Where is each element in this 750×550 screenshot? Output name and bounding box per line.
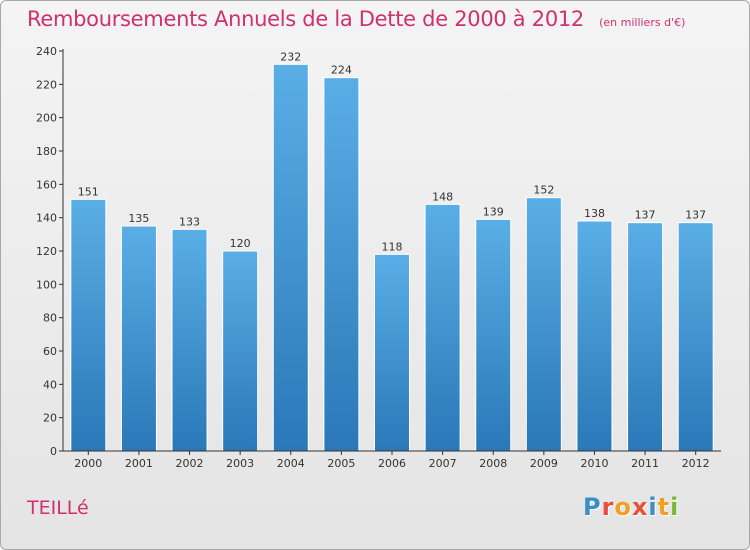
y-tick-label-20: 20 xyxy=(43,412,57,425)
x-tick-label-2003: 2003 xyxy=(226,457,254,470)
value-label-2005: 224 xyxy=(331,64,352,77)
bar-2010 xyxy=(576,220,613,452)
commune-name: TEILLé xyxy=(27,497,89,519)
bar-2001 xyxy=(120,225,157,452)
logo-letter-0: P xyxy=(583,493,602,521)
bar-2009 xyxy=(525,197,562,452)
y-tick-label-180: 180 xyxy=(36,145,57,158)
x-tick-label-2012: 2012 xyxy=(682,457,710,470)
x-tick-label-2011: 2011 xyxy=(631,457,659,470)
chart-subtitle: (en milliers d'€) xyxy=(599,16,686,29)
logo-letter-4: i xyxy=(648,493,658,521)
bars-layer: 151 135 133 120 232 224 118 148 139 152 138 137 137 xyxy=(70,50,714,452)
bar-2005 xyxy=(323,77,360,452)
value-label-2001: 135 xyxy=(128,212,149,225)
y-tick-label-60: 60 xyxy=(43,345,57,358)
chart-title: Remboursements Annuels de la Dette de 20… xyxy=(27,7,584,31)
y-tick-label-40: 40 xyxy=(43,378,57,391)
bar-2012 xyxy=(677,222,714,452)
bar-2004 xyxy=(272,63,309,452)
axis-layer: 2000 2001 2002 2003 2004 2005 2006 2007 2008 2009… xyxy=(36,45,721,470)
y-tick-label-120: 120 xyxy=(36,245,57,258)
x-tick-label-2006: 2006 xyxy=(378,457,406,470)
value-label-2007: 148 xyxy=(432,190,453,203)
title-row: Remboursements Annuels de la Dette de 20… xyxy=(27,7,685,31)
value-label-2003: 120 xyxy=(230,237,251,250)
proxiti-logo[interactable]: Proxiti xyxy=(583,493,679,521)
logo-letter-2: o xyxy=(614,493,632,521)
x-tick-label-2010: 2010 xyxy=(580,457,608,470)
value-label-2006: 118 xyxy=(382,240,403,253)
bar-2000 xyxy=(70,198,107,452)
y-tick-label-240: 240 xyxy=(36,45,57,58)
logo-letter-1: r xyxy=(601,493,615,521)
logo-letter-3: x xyxy=(631,493,649,521)
y-tick-label-0: 0 xyxy=(50,445,57,458)
value-label-2012: 137 xyxy=(685,209,706,222)
logo-letter-5: t xyxy=(657,493,671,521)
x-tick-label-2008: 2008 xyxy=(479,457,507,470)
y-tick-label-140: 140 xyxy=(36,212,57,225)
value-label-2004: 232 xyxy=(280,50,301,63)
bar-2007 xyxy=(424,203,461,452)
bar-2003 xyxy=(222,250,259,452)
bar-2006 xyxy=(374,253,410,452)
value-label-2009: 152 xyxy=(533,184,554,197)
bar-2011 xyxy=(627,222,664,452)
x-tick-label-2001: 2001 xyxy=(125,457,153,470)
y-tick-label-220: 220 xyxy=(36,78,57,91)
x-tick-label-2002: 2002 xyxy=(176,457,204,470)
x-tick-label-2000: 2000 xyxy=(74,457,102,470)
value-label-2008: 139 xyxy=(483,205,504,218)
y-tick-label-80: 80 xyxy=(43,312,57,325)
x-tick-label-2009: 2009 xyxy=(530,457,558,470)
y-tick-label-160: 160 xyxy=(36,178,57,191)
y-tick-label-100: 100 xyxy=(36,278,57,291)
logo-letter-6: i xyxy=(670,493,680,521)
value-label-2010: 138 xyxy=(584,207,605,220)
x-tick-label-2007: 2007 xyxy=(429,457,457,470)
x-tick-label-2005: 2005 xyxy=(327,457,355,470)
value-label-2002: 133 xyxy=(179,215,200,228)
value-label-2000: 151 xyxy=(78,185,99,198)
y-tick-label-200: 200 xyxy=(36,112,57,125)
bar-2008 xyxy=(475,218,512,452)
value-label-2011: 137 xyxy=(635,209,656,222)
bar-2002 xyxy=(171,228,208,452)
x-tick-label-2004: 2004 xyxy=(277,457,305,470)
